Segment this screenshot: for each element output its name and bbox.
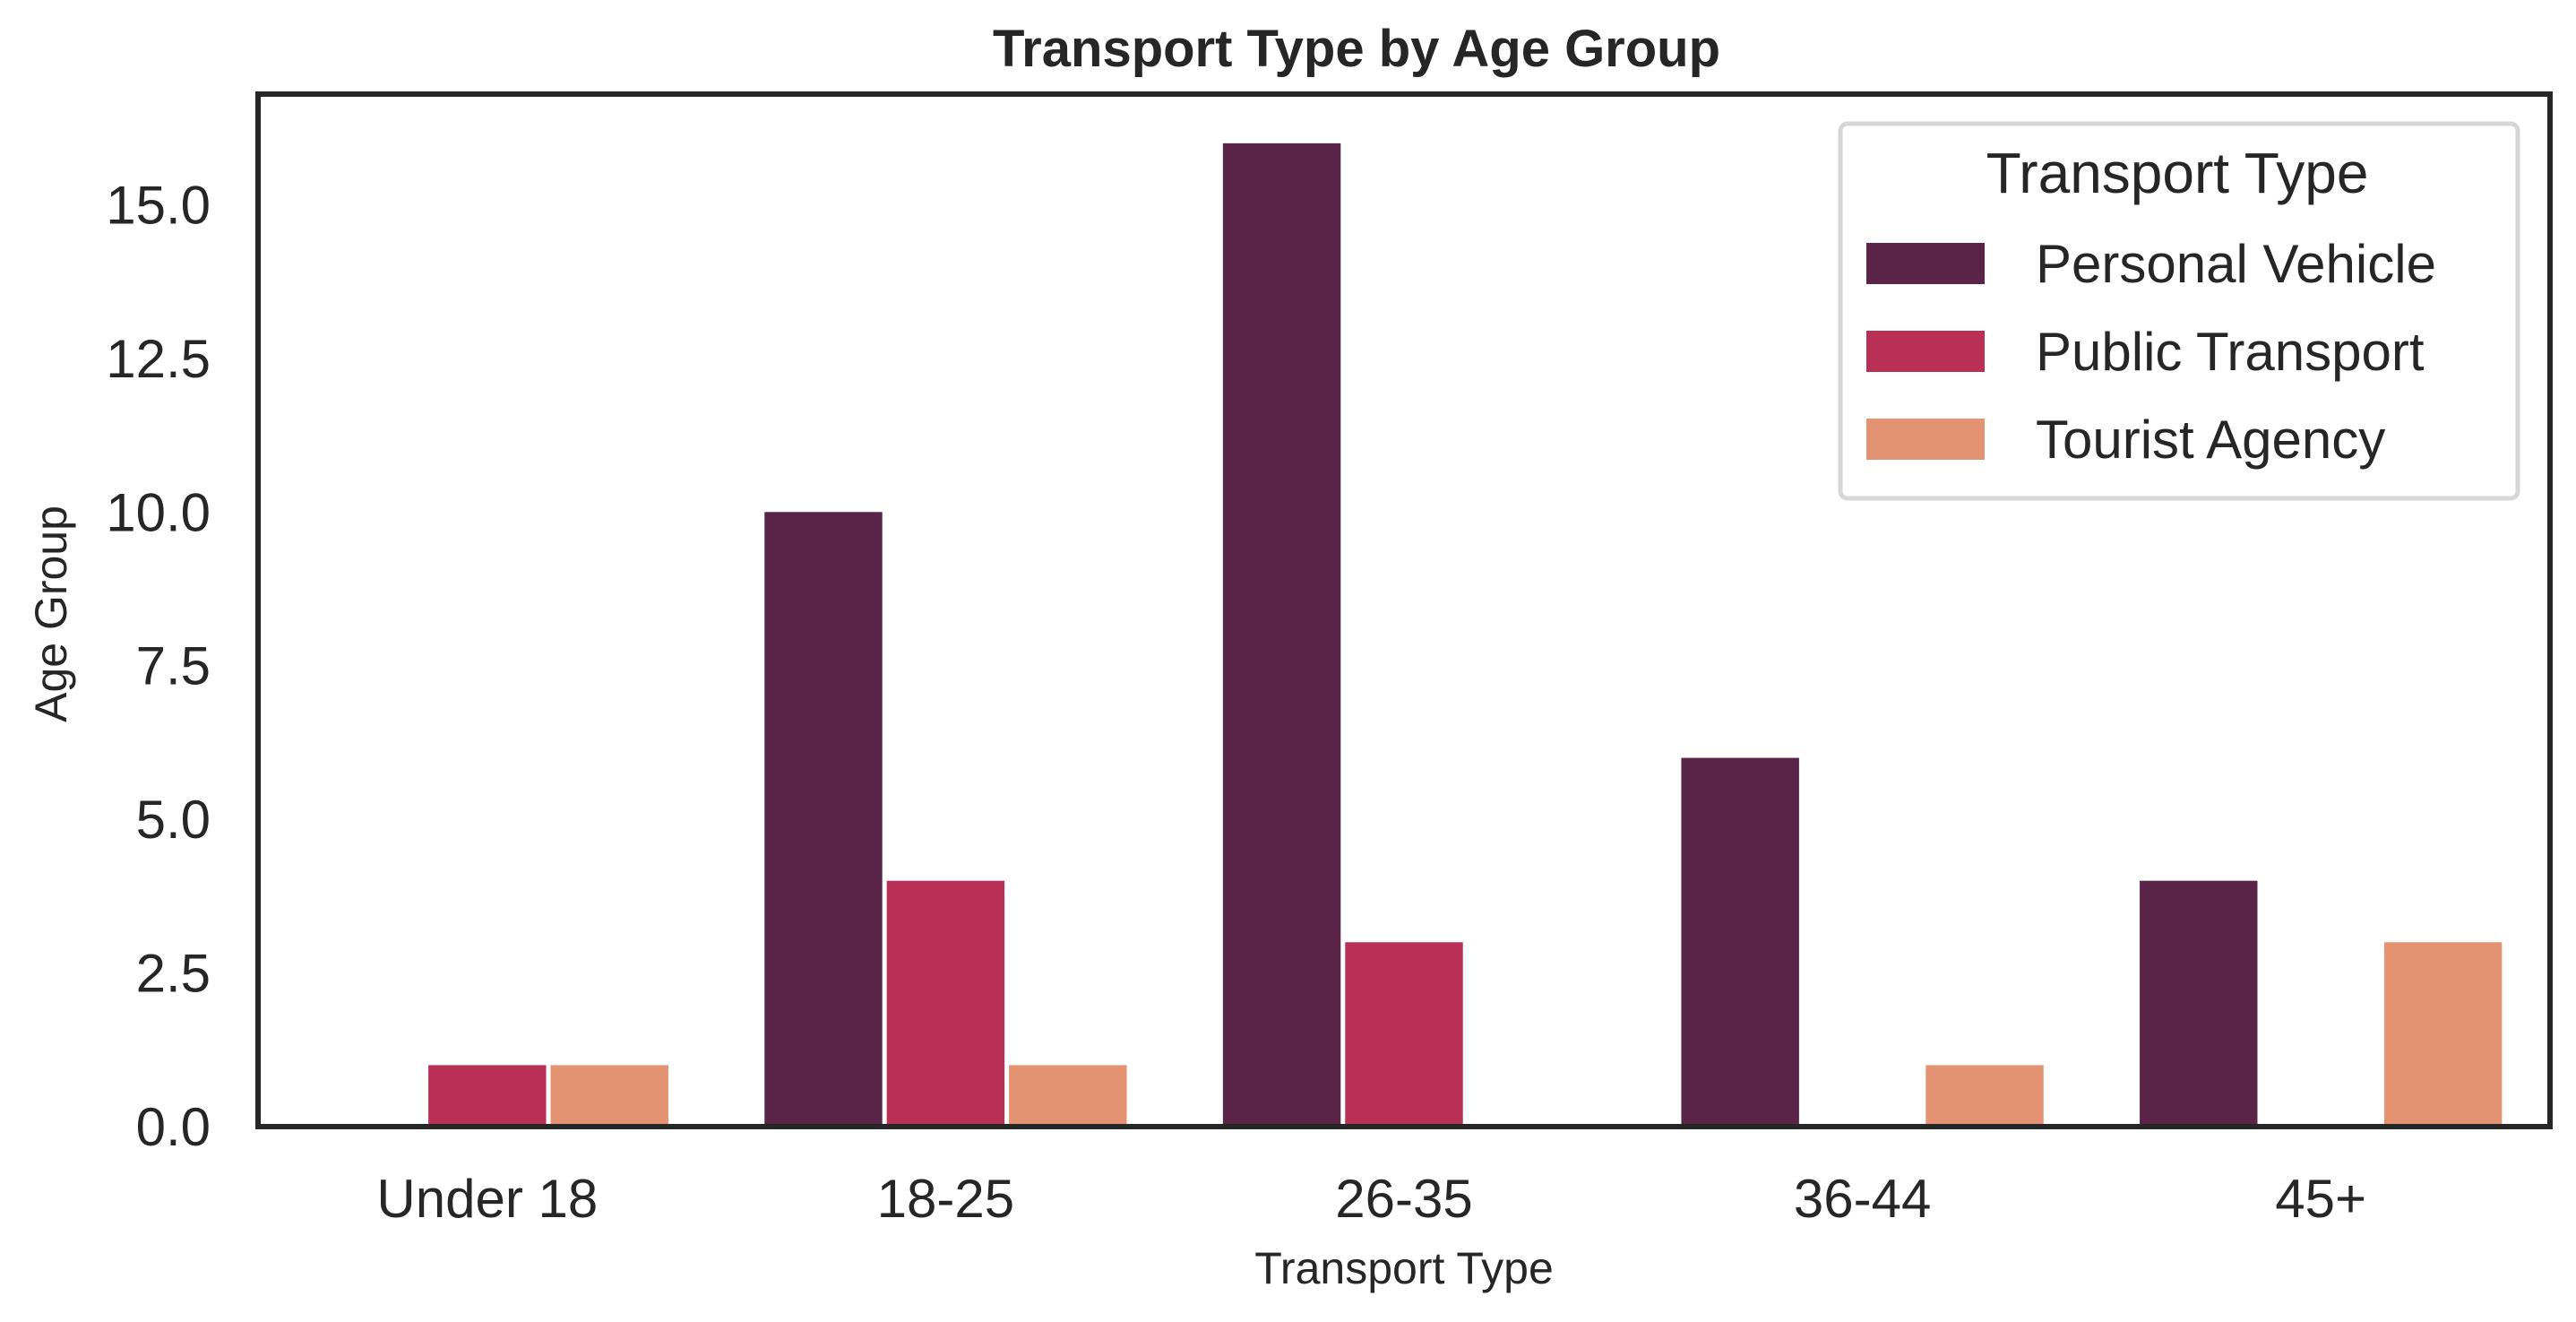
legend-swatch — [1866, 331, 1985, 372]
x-tick-label: 45+ — [2275, 1169, 2366, 1229]
bar — [1681, 757, 1799, 1127]
y-tick-label: 12.5 — [106, 329, 211, 389]
bar — [1222, 143, 1341, 1127]
y-tick-label: 10.0 — [106, 482, 211, 542]
bar — [764, 512, 883, 1127]
x-tick-label: Under 18 — [376, 1169, 598, 1229]
bar — [1009, 1065, 1127, 1127]
legend: Transport Type Personal Vehicle Public Tr… — [1838, 121, 2520, 501]
legend-swatch — [1866, 243, 1985, 284]
bar — [428, 1065, 547, 1127]
legend-box — [1838, 121, 2520, 501]
bar — [1345, 942, 1463, 1127]
legend-items: Personal Vehicle Public Transport Tourist … — [1866, 234, 2436, 470]
legend-label: Tourist Agency — [2036, 410, 2385, 470]
y-tick-label: 0.0 — [136, 1097, 211, 1157]
y-tick-label: 15.0 — [106, 175, 211, 235]
bar — [550, 1065, 668, 1127]
x-axis-ticks: Under 18 18-25 26-35 36-44 45+ — [376, 1169, 2366, 1229]
y-tick-label: 2.5 — [136, 944, 211, 1004]
x-tick-label: 36-44 — [1794, 1169, 1931, 1229]
x-axis-label: Transport Type — [1254, 1243, 1554, 1293]
y-tick-label: 7.5 — [136, 636, 211, 696]
bar — [2383, 942, 2503, 1127]
y-axis-label: Age Group — [26, 505, 76, 722]
plot-frame — [255, 91, 2553, 1129]
y-tick-label: 5.0 — [136, 790, 211, 850]
bar — [886, 880, 1005, 1127]
x-tick-label: 18-25 — [877, 1169, 1014, 1229]
legend-label: Personal Vehicle — [2036, 234, 2436, 294]
x-tick-label: 26-35 — [1335, 1169, 1472, 1229]
bar — [1926, 1065, 2044, 1127]
legend-label: Public Transport — [2036, 322, 2425, 382]
chart-title: Transport Type by Age Group — [993, 20, 1720, 78]
bar — [2140, 880, 2258, 1127]
bars — [428, 143, 2503, 1127]
legend-swatch — [1866, 419, 1985, 460]
legend-title: Transport Type — [1986, 141, 2369, 205]
y-axis-ticks: 0.0 2.5 5.0 7.5 10.0 12.5 15.0 — [106, 175, 211, 1157]
